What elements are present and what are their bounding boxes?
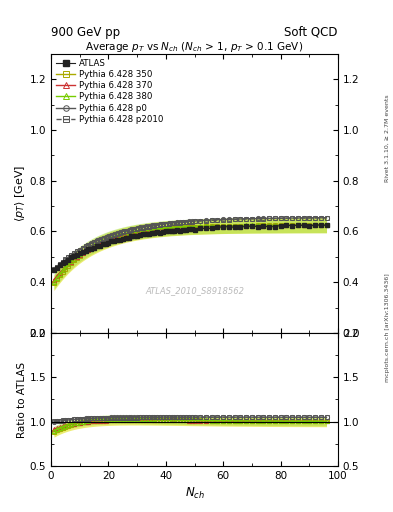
Text: ATLAS_2010_S8918562: ATLAS_2010_S8918562 bbox=[145, 287, 244, 295]
Text: Rivet 3.1.10, ≥ 2.7M events: Rivet 3.1.10, ≥ 2.7M events bbox=[385, 94, 389, 182]
Text: Soft QCD: Soft QCD bbox=[285, 26, 338, 39]
X-axis label: $N_{ch}$: $N_{ch}$ bbox=[185, 486, 204, 501]
Title: Average $p_T$ vs $N_{ch}$ ($N_{ch}$ > 1, $p_T$ > 0.1 GeV): Average $p_T$ vs $N_{ch}$ ($N_{ch}$ > 1,… bbox=[85, 39, 304, 54]
Y-axis label: $\langle p_T \rangle$ [GeV]: $\langle p_T \rangle$ [GeV] bbox=[13, 165, 27, 222]
Legend: ATLAS, Pythia 6.428 350, Pythia 6.428 370, Pythia 6.428 380, Pythia 6.428 p0, Py: ATLAS, Pythia 6.428 350, Pythia 6.428 37… bbox=[55, 57, 165, 125]
Text: mcplots.cern.ch [arXiv:1306.3436]: mcplots.cern.ch [arXiv:1306.3436] bbox=[385, 273, 389, 382]
Text: 900 GeV pp: 900 GeV pp bbox=[51, 26, 120, 39]
Y-axis label: Ratio to ATLAS: Ratio to ATLAS bbox=[17, 361, 27, 438]
